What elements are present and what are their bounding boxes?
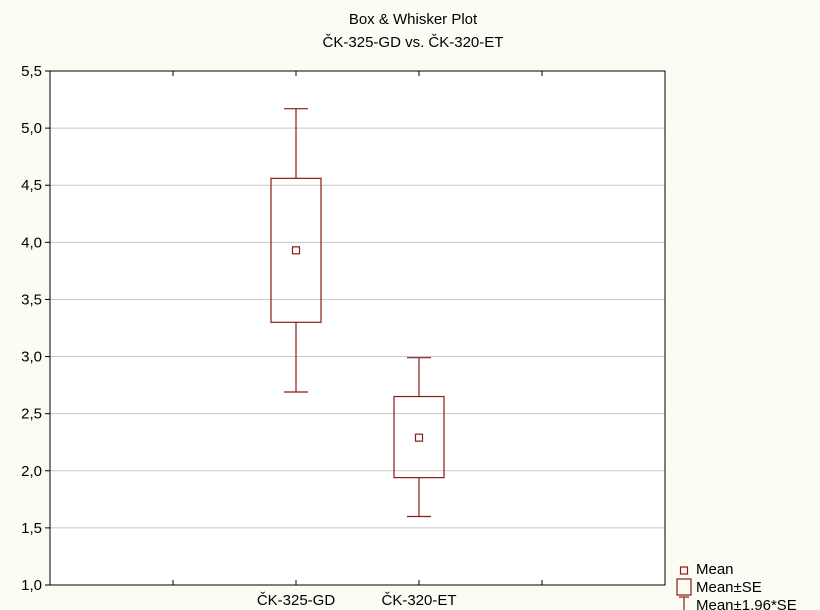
y-tick-label: 4,5 (21, 177, 42, 194)
legend-mean-icon (679, 566, 689, 575)
mean-marker (291, 246, 301, 255)
legend-se-icon (676, 578, 692, 596)
plot-background (50, 71, 665, 585)
x-category-label: ČK-325-GD (257, 592, 336, 609)
y-tick-label: 3,5 (21, 291, 42, 308)
box-group (270, 108, 322, 393)
plot-frame (49, 70, 666, 586)
y-tick-label: 5,0 (21, 120, 42, 137)
se-box (270, 177, 322, 323)
y-tick-label: 2,0 (21, 463, 42, 480)
box-group (393, 357, 445, 518)
mean-marker (414, 433, 424, 442)
legend-label: Mean (696, 561, 734, 578)
chart-title: Box & Whisker Plot (349, 11, 478, 28)
chart-subtitle: ČK-325-GD vs. ČK-320-ET (323, 34, 504, 51)
y-tick-label: 5,5 (21, 63, 42, 80)
y-tick-label: 1,5 (21, 520, 42, 537)
legend-label: Mean±1,96*SE (696, 597, 797, 610)
y-tick-label: 3,0 (21, 349, 42, 366)
y-tick-label: 4,0 (21, 234, 42, 251)
legend-label: Mean±SE (696, 579, 762, 596)
se-box (393, 395, 445, 479)
y-tick-label: 1,0 (21, 577, 42, 594)
x-category-label: ČK-320-ET (381, 592, 456, 609)
plot-area: 1,0 1,5 2,0 2,5 3,0 3,5 4,0 4,5 5,0 5,5 ČK-325-GD Č… (21, 63, 666, 609)
y-tick-label: 2,5 (21, 406, 42, 423)
